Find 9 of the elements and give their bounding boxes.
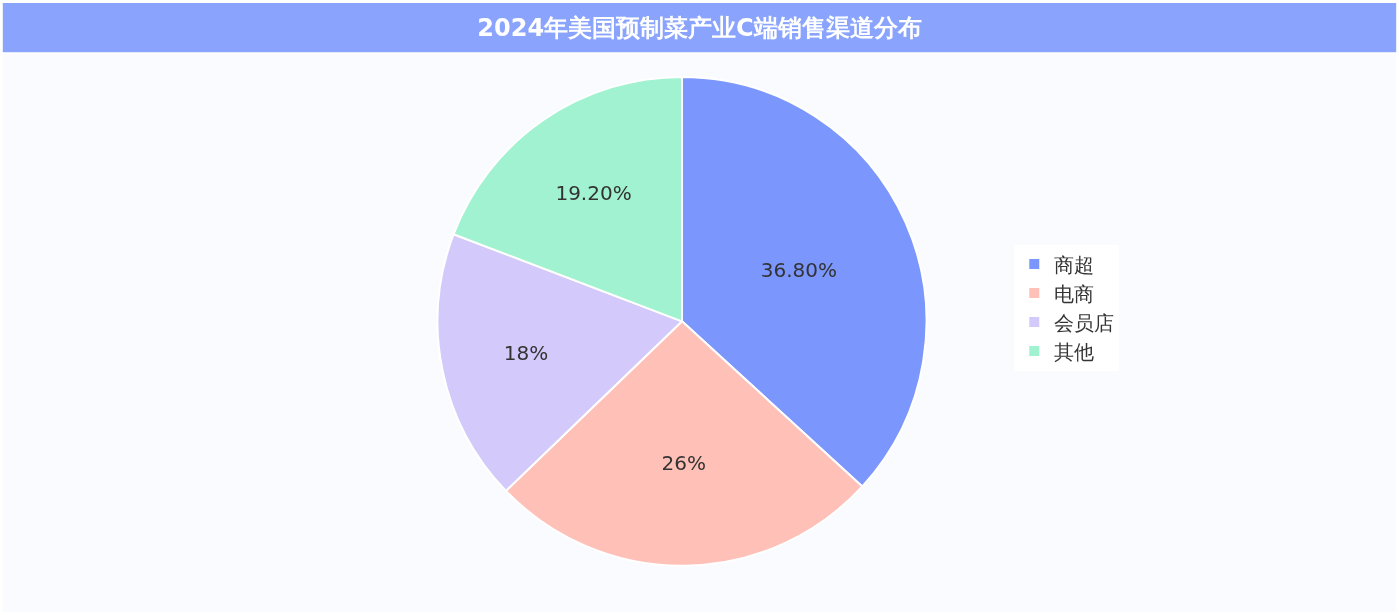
- chart-title: 2024年美国预制菜产业C端销售渠道分布: [477, 14, 922, 43]
- data-label: 19.20%: [555, 180, 632, 205]
- legend-label: 其他: [1054, 339, 1095, 364]
- data-label: 18%: [503, 341, 549, 366]
- data-label: 26%: [661, 450, 707, 475]
- data-label: 36.80%: [760, 257, 837, 282]
- legend-label: 商超: [1054, 252, 1095, 277]
- legend-label: 会员店: [1054, 310, 1115, 335]
- legend-label: 电商: [1054, 281, 1095, 306]
